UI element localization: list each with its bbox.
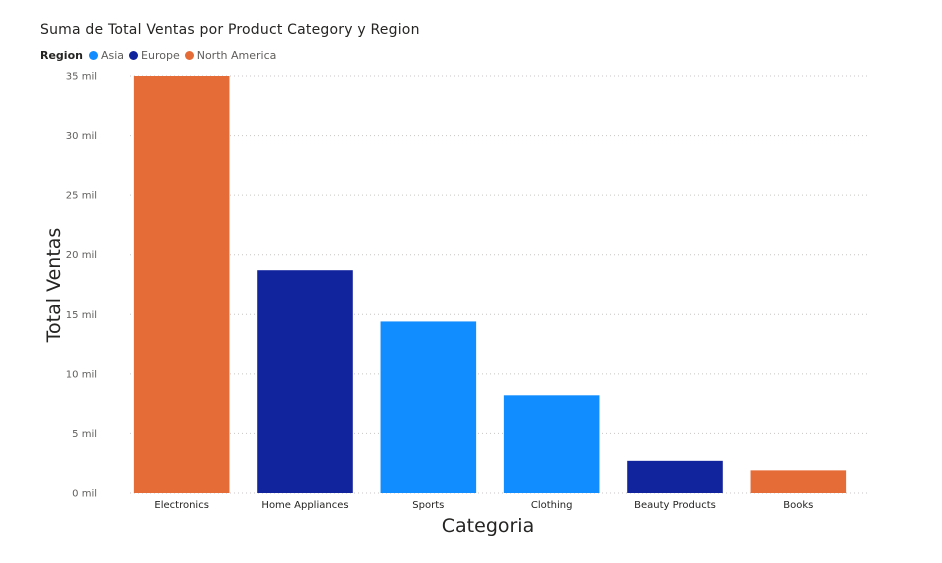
y-axis-title: Total Ventas bbox=[43, 228, 65, 344]
legend-marker-asia bbox=[88, 51, 98, 60]
x-axis-labels: Electronics Home Appliances Sports Clothing… bbox=[154, 500, 813, 511]
y-tick-label: 20 mil bbox=[66, 250, 97, 261]
y-axis-ticks: 0 mil 5 mil 10 mil 15 mil 20 mil 25 mil 30 mil… bbox=[66, 72, 97, 500]
legend-label-europe: Europe bbox=[141, 49, 180, 62]
bar-sports[interactable] bbox=[380, 321, 477, 493]
legend-marker-europe bbox=[129, 51, 139, 60]
legend-marker-north-america bbox=[184, 51, 194, 60]
legend: Region Asia Europe North America bbox=[40, 49, 281, 62]
legend-label-north-america: North America bbox=[196, 49, 277, 62]
legend-item-north-america[interactable]: North America bbox=[184, 49, 277, 62]
x-axis-title: Categoria bbox=[442, 515, 534, 537]
legend-item-europe[interactable]: Europe bbox=[129, 49, 180, 62]
x-tick-label: Home Appliances bbox=[261, 500, 348, 511]
bar-beauty-products[interactable] bbox=[627, 460, 723, 493]
y-tick-label: 15 mil bbox=[66, 310, 97, 321]
y-tick-label: 35 mil bbox=[66, 72, 97, 83]
x-tick-label: Clothing bbox=[531, 500, 573, 511]
x-tick-label: Sports bbox=[412, 500, 444, 511]
y-tick-label: 10 mil bbox=[66, 369, 97, 380]
legend-label-asia: Asia bbox=[100, 49, 125, 62]
x-tick-label: Books bbox=[783, 500, 813, 511]
bars bbox=[133, 76, 847, 493]
bar-electronics[interactable] bbox=[133, 76, 230, 493]
legend-item-asia[interactable]: Asia bbox=[88, 49, 125, 62]
bar-books[interactable] bbox=[750, 470, 847, 493]
bar-clothing[interactable] bbox=[503, 395, 600, 493]
gridlines bbox=[130, 75, 870, 494]
y-tick-label: 0 mil bbox=[72, 489, 97, 500]
x-tick-label: Beauty Products bbox=[634, 500, 716, 511]
y-tick-label: 5 mil bbox=[72, 429, 97, 440]
x-tick-label: Electronics bbox=[154, 500, 209, 511]
chart-title: Suma de Total Ventas por Product Categor… bbox=[40, 22, 420, 38]
legend-title: Region bbox=[40, 49, 83, 62]
y-tick-label: 30 mil bbox=[66, 131, 97, 142]
y-tick-label: 25 mil bbox=[66, 191, 97, 202]
bar-home-appliances[interactable] bbox=[257, 270, 353, 493]
